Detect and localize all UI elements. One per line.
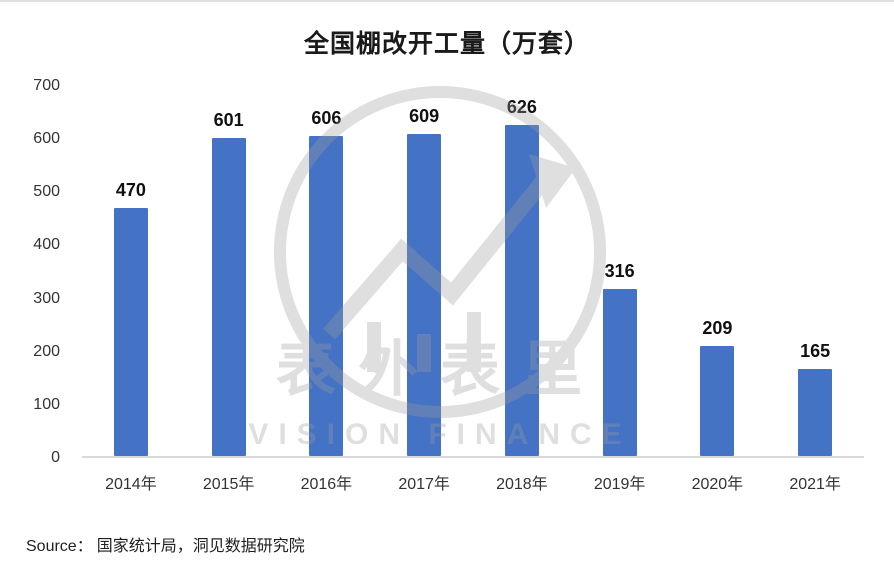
- y-axis: 700 600 500 400 300 200 100 0: [24, 77, 70, 466]
- x-axis-label: 2016年: [300, 476, 353, 493]
- bar: [602, 288, 637, 456]
- bar-column: 601: [180, 86, 278, 456]
- x-axis-labels: 2014年 2015年 2016年 2017年 2018年 2019年 2020年 2021年: [82, 458, 864, 494]
- bar-column: 626: [473, 86, 571, 456]
- bar: [211, 138, 246, 456]
- source-note: Source： 国家统计局，洞见数据研究院: [26, 532, 894, 556]
- bar: [798, 368, 833, 456]
- bar-column: 209: [669, 86, 767, 456]
- bar-value-label: 601: [213, 110, 244, 131]
- bar-value-label: 165: [800, 340, 831, 361]
- x-axis-label: 2014年: [105, 476, 157, 493]
- chart-title: 全国棚改开工量（万套）: [303, 30, 590, 58]
- bar-value-label: 316: [604, 260, 635, 281]
- y-tick-label: 300: [33, 289, 60, 307]
- bar-column: 165: [766, 86, 864, 456]
- bar: [407, 134, 442, 456]
- y-tick-label: 0: [51, 449, 60, 466]
- plot-area: 470 601 606 609 626 316 209 165: [82, 86, 864, 458]
- bar: [309, 135, 344, 456]
- bar-column: 316: [571, 86, 669, 456]
- bar-column: 606: [278, 86, 376, 456]
- x-axis-label: 2017年: [398, 476, 450, 493]
- bar-value-label: 606: [311, 107, 342, 128]
- bar: [113, 207, 148, 456]
- bar: [504, 125, 539, 456]
- x-axis-label: 2015年: [202, 476, 255, 493]
- bar-value-label: 609: [409, 106, 440, 127]
- y-tick-label: 100: [33, 395, 60, 413]
- y-tick-label: 500: [33, 183, 60, 201]
- source-label: Source：: [26, 538, 93, 555]
- bar-column: 470: [82, 86, 180, 456]
- bar-value-label: 626: [506, 97, 537, 118]
- bar-column: 609: [375, 86, 473, 456]
- chart-area: 700 600 500 400 300 200 100 0 470 601 606 609 626 31…: [24, 77, 864, 506]
- source-text: 国家统计局，洞见数据研究院: [96, 538, 305, 555]
- bar-value-label: 470: [115, 179, 146, 200]
- bar: [700, 345, 735, 456]
- x-axis-label: 2021年: [789, 476, 841, 493]
- y-tick-label: 700: [33, 77, 60, 94]
- y-tick-label: 600: [33, 130, 60, 148]
- x-axis-label: 2018年: [496, 476, 548, 493]
- bar-value-label: 209: [702, 317, 733, 338]
- x-axis-label: 2020年: [691, 476, 744, 493]
- x-axis-label: 2019年: [593, 476, 646, 493]
- y-tick-label: 400: [33, 236, 60, 254]
- y-tick-label: 200: [33, 342, 60, 360]
